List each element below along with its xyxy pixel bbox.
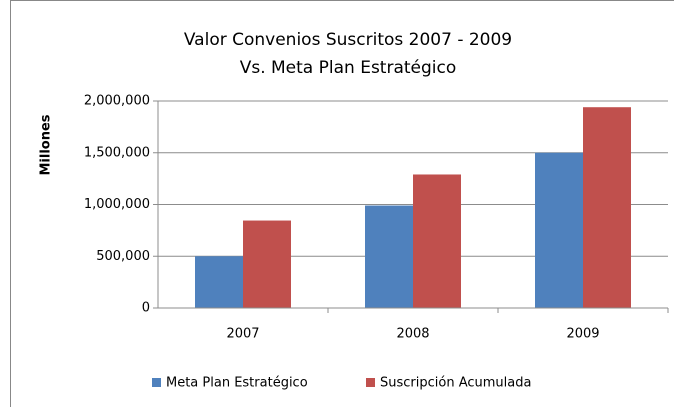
bar	[413, 174, 461, 308]
chart-title: Valor Convenios Suscritos 2007 - 2009	[184, 30, 512, 50]
y-axis-label: Millones	[39, 114, 54, 175]
chart-title: Vs. Meta Plan Estratégico	[240, 58, 457, 78]
bar	[243, 220, 291, 308]
y-tick-label: 1,000,000	[84, 197, 150, 212]
y-tick-label: 0	[142, 301, 150, 316]
x-tick-label: 2007	[226, 327, 259, 342]
legend-swatch	[366, 378, 375, 387]
y-tick-label: 1,500,000	[84, 145, 150, 160]
legend-swatch	[152, 378, 161, 387]
bar	[195, 256, 243, 308]
y-tick-label: 2,000,000	[84, 94, 150, 109]
x-tick-label: 2008	[396, 327, 429, 342]
legend-label: Suscripción Acumulada	[380, 376, 531, 391]
bar	[535, 152, 583, 308]
bar	[583, 107, 631, 309]
x-tick-label: 2009	[566, 327, 599, 342]
y-tick-label: 500,000	[96, 249, 150, 264]
legend-label: Meta Plan Estratégico	[166, 376, 308, 391]
bar	[365, 205, 413, 308]
